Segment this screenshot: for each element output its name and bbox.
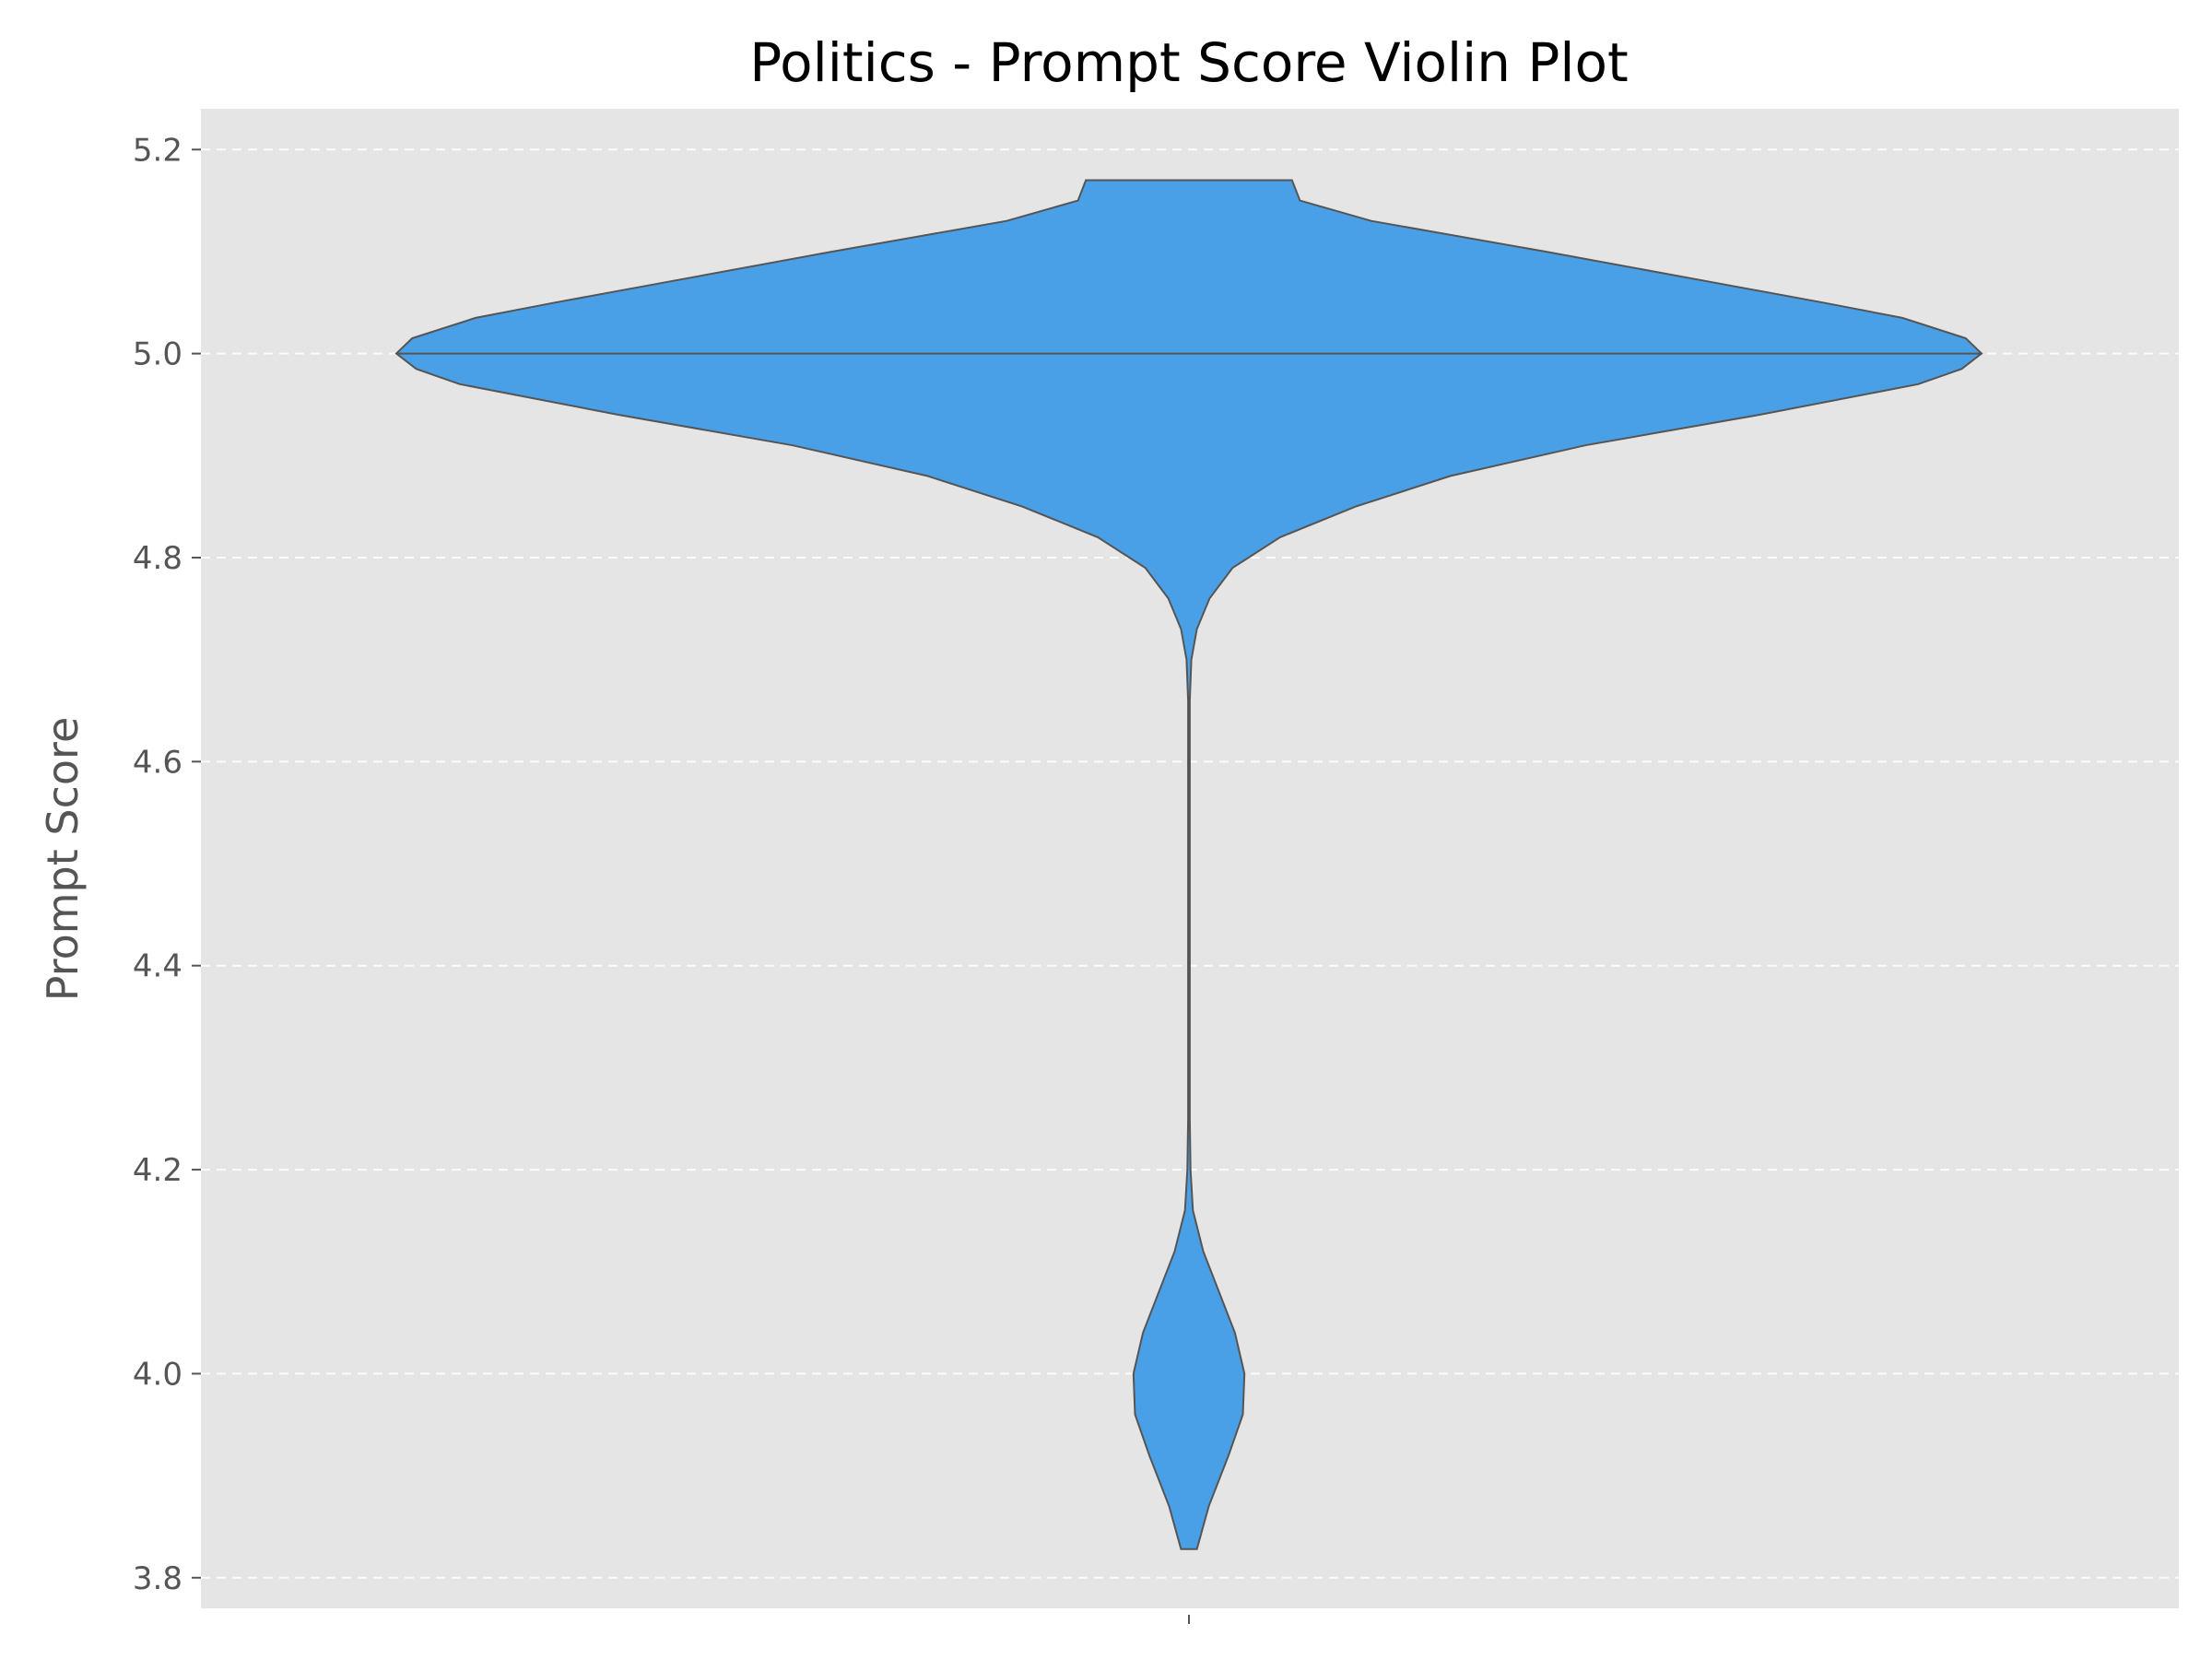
y-tick-label: 4.2 (133, 1152, 182, 1189)
y-axis-label: Prompt Score (38, 717, 88, 1001)
y-tick-label: 3.8 (133, 1560, 182, 1597)
y-tick-label: 4.6 (133, 744, 182, 781)
y-tick-label: 4.4 (133, 948, 182, 985)
y-tick-label: 4.8 (133, 540, 182, 577)
y-tick-label: 5.0 (133, 336, 182, 373)
chart-title: Politics - Prompt Score Violin Plot (749, 31, 1629, 94)
violin-body (394, 179, 1983, 1550)
y-tick-label: 4.0 (133, 1356, 182, 1393)
y-axis-ticks: 3.8 4.0 4.2 4.4 4.6 4.8 5.0 5.2 (133, 132, 201, 1597)
y-tick-label: 5.2 (133, 132, 182, 169)
